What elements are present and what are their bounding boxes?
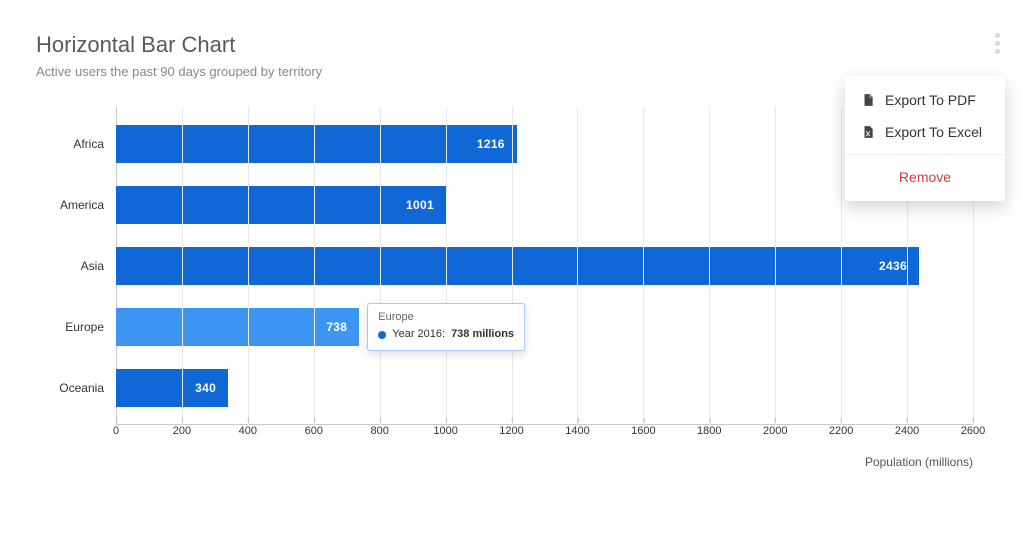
x-tick: 400 bbox=[239, 425, 257, 437]
x-tick: 800 bbox=[371, 425, 389, 437]
category-label: Asia bbox=[81, 259, 104, 273]
bar[interactable]: 738 bbox=[116, 308, 359, 346]
bar-row: Europe 738 bbox=[116, 308, 973, 346]
grid-line bbox=[643, 107, 644, 425]
x-tick: 2600 bbox=[961, 425, 985, 437]
grid-line bbox=[248, 107, 249, 425]
category-label: America bbox=[60, 198, 104, 212]
x-tick: 1000 bbox=[433, 425, 457, 437]
bar-row: Oceania340 bbox=[116, 369, 973, 407]
x-tick: 600 bbox=[305, 425, 323, 437]
export-pdf-item[interactable]: Export To PDF bbox=[845, 84, 1005, 116]
tooltip: Europe Year 2016: 738 millions bbox=[367, 303, 525, 352]
bar[interactable]: 2436 bbox=[116, 247, 919, 285]
category-label: Oceania bbox=[59, 381, 104, 395]
category-label: Africa bbox=[73, 137, 104, 151]
bar-row: Asia2436 bbox=[116, 247, 973, 285]
x-tick: 0 bbox=[113, 425, 119, 437]
x-tick: 200 bbox=[173, 425, 191, 437]
export-excel-item[interactable]: Export To Excel bbox=[845, 116, 1005, 148]
grid-line bbox=[775, 107, 776, 425]
tooltip-title: Europe bbox=[378, 310, 514, 325]
x-axis-label: Population (millions) bbox=[865, 455, 973, 469]
bar[interactable]: 1216 bbox=[116, 125, 517, 163]
x-axis: 0 200 400 600 800 1000 1200 1400 1600 1800 2000 220… bbox=[116, 425, 973, 445]
file-excel-icon bbox=[861, 125, 875, 139]
grid-line bbox=[709, 107, 710, 425]
x-tick: 1800 bbox=[697, 425, 721, 437]
grid-line bbox=[446, 107, 447, 425]
grid-line bbox=[577, 107, 578, 425]
export-pdf-label: Export To PDF bbox=[885, 92, 976, 108]
tooltip-series-label: Year 2016: bbox=[392, 327, 445, 342]
chart-widget: Horizontal Bar Chart Active users the pa… bbox=[0, 0, 1029, 538]
tooltip-series-dot bbox=[378, 331, 386, 339]
x-tick: 2000 bbox=[763, 425, 787, 437]
remove-label: Remove bbox=[899, 169, 951, 185]
grid-line bbox=[182, 107, 183, 425]
x-tick: 1600 bbox=[631, 425, 655, 437]
bar[interactable]: 340 bbox=[116, 369, 228, 407]
tooltip-value: 738 millions bbox=[451, 327, 514, 342]
x-tick: 2400 bbox=[895, 425, 919, 437]
chart-title: Horizontal Bar Chart bbox=[36, 32, 993, 58]
menu-separator bbox=[845, 154, 1005, 155]
grid-line bbox=[380, 107, 381, 425]
widget-menu-dropdown: Export To PDF Export To Excel Remove bbox=[845, 76, 1005, 201]
x-tick: 1400 bbox=[565, 425, 589, 437]
bar[interactable]: 1001 bbox=[116, 186, 446, 224]
x-tick: 1200 bbox=[499, 425, 523, 437]
grid-line bbox=[841, 107, 842, 425]
file-pdf-icon bbox=[861, 93, 875, 107]
category-label: Europe bbox=[65, 320, 104, 334]
grid-line bbox=[314, 107, 315, 425]
grid-line bbox=[512, 107, 513, 425]
x-tick: 2200 bbox=[829, 425, 853, 437]
kebab-menu-button[interactable] bbox=[987, 32, 1007, 54]
remove-item[interactable]: Remove bbox=[845, 161, 1005, 193]
export-excel-label: Export To Excel bbox=[885, 124, 982, 140]
